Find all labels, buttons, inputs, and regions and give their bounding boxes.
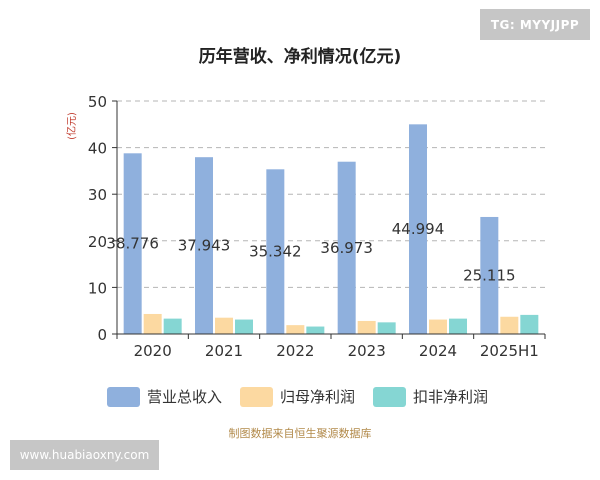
legend-item: 营业总收入 [107, 387, 222, 407]
legend-swatch [107, 387, 140, 407]
y-axis-unit-label: (亿元) [65, 112, 78, 140]
x-tick-label: 2022 [276, 342, 314, 360]
data-label: 44.994 [392, 220, 445, 238]
bar-series-1 [357, 320, 376, 334]
legend-item: 归母净利润 [240, 387, 355, 407]
bar-series-2 [520, 314, 539, 334]
bar-series-0 [480, 216, 499, 334]
bar-series-1 [429, 319, 447, 334]
bar-series-0 [409, 124, 427, 334]
bar-series-1 [286, 325, 305, 334]
bar-series-0 [195, 157, 213, 334]
x-tick-label: 2024 [419, 342, 457, 360]
source-note: 制图数据来自恒生聚源数据库 [229, 426, 372, 440]
bar-series-2 [306, 326, 325, 334]
bar-series-1 [143, 313, 162, 334]
legend-label: 营业总收入 [147, 388, 222, 406]
bar-series-2 [449, 318, 467, 334]
data-label: 38.776 [106, 235, 159, 253]
legend-item: 扣非净利润 [373, 387, 488, 407]
legend-swatch [240, 387, 273, 407]
x-tick-label: 2025H1 [480, 342, 539, 360]
bar-series-0 [266, 169, 285, 334]
y-tick-label: 10 [88, 279, 107, 297]
axes: 0 10 20 30 40 50 (亿元) 2020 2021 2022 2023 2024 2025H… [65, 93, 546, 360]
bar-series-0 [337, 161, 356, 334]
data-label: 35.342 [249, 243, 302, 261]
y-tick-label: 40 [88, 140, 107, 158]
data-label: 37.943 [178, 237, 231, 255]
bars [123, 124, 539, 334]
legend: 营业总收入 归母净利润 扣非净利润 [107, 387, 488, 407]
x-tick-label: 2020 [134, 342, 172, 360]
y-tick-label: 0 [97, 326, 107, 344]
data-labels: 38.776 37.943 35.342 36.973 44.994 25.115 [106, 220, 515, 284]
bar-series-1 [500, 316, 519, 334]
legend-label: 归母净利润 [280, 388, 355, 406]
legend-swatch [373, 387, 406, 407]
legend-label: 扣非净利润 [413, 388, 488, 406]
data-label: 25.115 [463, 266, 516, 284]
bar-series-2 [235, 319, 253, 334]
watermark-top: TG: MYYJJPP [480, 9, 590, 40]
x-tick-label: 2021 [205, 342, 243, 360]
y-tick-label: 30 [88, 186, 107, 204]
bar-series-1 [215, 317, 233, 334]
bar-series-2 [377, 322, 396, 334]
bar-series-2 [163, 318, 182, 334]
chart-title: 历年营收、净利情况(亿元) [199, 46, 402, 67]
y-tick-label: 50 [88, 93, 107, 111]
watermark-bottom: www.huabiaoxny.com [10, 440, 159, 470]
x-tick-label: 2023 [348, 342, 386, 360]
bar-series-0 [123, 153, 142, 334]
y-tick-label: 20 [88, 233, 107, 251]
data-label: 36.973 [320, 239, 373, 257]
